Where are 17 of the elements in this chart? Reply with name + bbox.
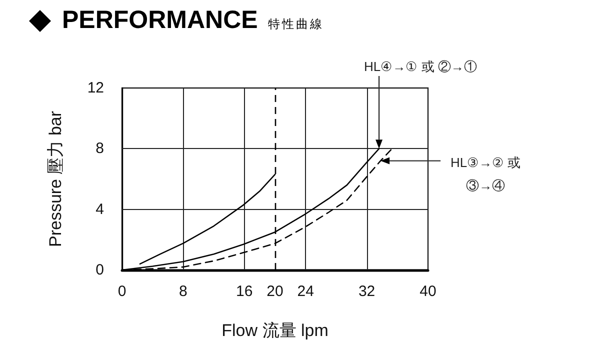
x-tick-label: 8 bbox=[179, 283, 188, 300]
y-axis-title: Pressure 壓力 bar bbox=[46, 110, 65, 248]
annotation: HL④→① 或 ②→① bbox=[364, 58, 477, 76]
x-tick-label: 32 bbox=[358, 283, 376, 300]
y-tick-label: 8 bbox=[96, 140, 104, 158]
x-tick-label: 0 bbox=[118, 283, 126, 300]
y-tick-label: 0 bbox=[96, 262, 104, 278]
annotation: HL③→② 或 ③→④ bbox=[449, 154, 522, 195]
x-axis-title: Flow 流量 lpm bbox=[222, 321, 328, 340]
x-tick-label: 40 bbox=[420, 283, 436, 300]
chart-title: PERFORMANCE bbox=[62, 6, 258, 35]
x-tick-label: 20 bbox=[266, 283, 284, 300]
chart-subtitle: 特性曲線 bbox=[268, 16, 324, 33]
x-tick-label: 16 bbox=[236, 283, 253, 300]
y-tick-label: 4 bbox=[96, 200, 104, 218]
x-tick-label: 24 bbox=[297, 283, 314, 300]
y-tick-label: 12 bbox=[87, 80, 104, 96]
